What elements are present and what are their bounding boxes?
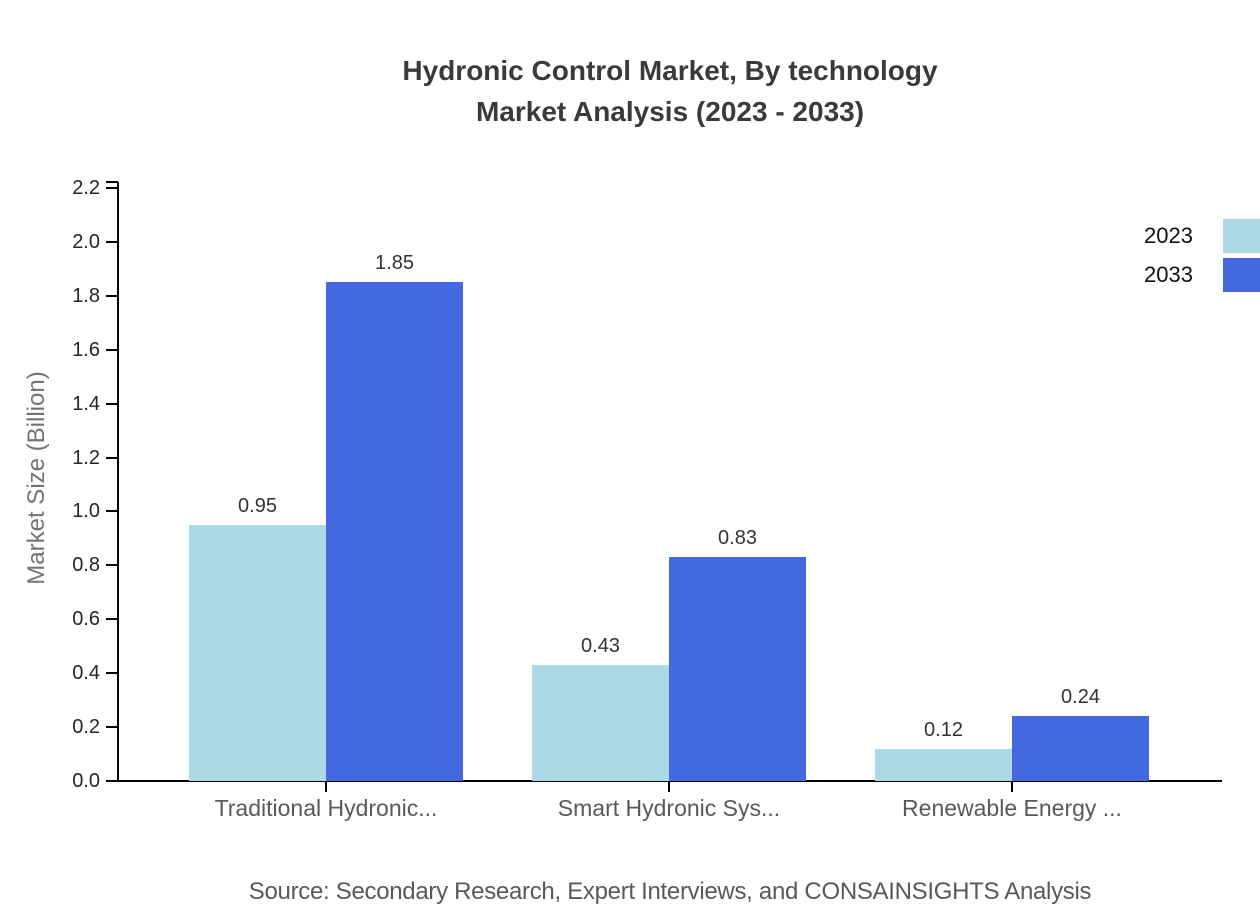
y-tick-label: 0.6	[72, 608, 100, 631]
y-tick	[106, 187, 118, 189]
y-tick-label: 2.0	[72, 230, 100, 253]
bar-2033	[326, 282, 463, 781]
y-tick-label: 1.2	[72, 446, 100, 469]
y-tick-label: 1.0	[72, 500, 100, 523]
category-label: Smart Hydronic Sys...	[557, 795, 781, 821]
y-tick-label: 0.4	[72, 662, 100, 685]
value-label: 0.43	[581, 635, 620, 657]
y-tick-label: 0.8	[72, 554, 100, 577]
y-tick	[106, 456, 118, 459]
y-tick	[106, 726, 118, 729]
legend-item-2023: 2023	[1138, 219, 1260, 253]
bar-2033	[669, 557, 806, 781]
y-tick	[106, 294, 118, 297]
y-tick-label: 1.4	[72, 392, 100, 415]
bar-2023	[532, 665, 669, 781]
value-label: 0.83	[718, 527, 757, 549]
legend-swatch	[1223, 258, 1260, 292]
y-tick-label: 2.2	[72, 177, 100, 199]
y-tick	[106, 348, 118, 351]
y-axis-cap	[106, 181, 118, 183]
bar-2023	[189, 525, 326, 781]
y-tick	[106, 618, 118, 621]
y-tick-label: 0.2	[72, 716, 100, 739]
y-axis-title: Market Size (Billion)	[23, 371, 50, 585]
y-tick	[106, 672, 118, 675]
x-tick	[668, 781, 670, 792]
x-tick	[325, 781, 327, 792]
y-tick	[106, 402, 118, 405]
y-tick	[106, 510, 118, 513]
y-tick-label: 1.6	[72, 338, 100, 361]
value-label: 0.12	[924, 719, 963, 741]
y-tick-label: 1.8	[72, 284, 100, 307]
bar-2033	[1012, 716, 1149, 781]
chart-title-line1: Hydronic Control Market, By technology	[402, 55, 938, 86]
y-tick	[106, 564, 118, 567]
y-tick	[106, 780, 118, 782]
value-label: 0.24	[1061, 686, 1100, 708]
x-tick	[1011, 781, 1013, 792]
legend-label: 2023	[1144, 223, 1193, 248]
category-label: Traditional Hydronic...	[214, 795, 438, 821]
y-axis	[117, 182, 119, 782]
legend-item-2033: 2033	[1138, 258, 1260, 292]
legend-swatch	[1223, 219, 1260, 253]
value-label: 0.95	[238, 495, 277, 517]
y-tick	[106, 240, 118, 243]
y-tick-label: 0.0	[72, 770, 100, 792]
chart-title-line2: Market Analysis (2023 - 2033)	[475, 96, 865, 127]
legend: 2023 2033	[1138, 219, 1260, 297]
value-label: 1.85	[375, 252, 414, 274]
chart-title: Hydronic Control Market, By technology M…	[118, 50, 1222, 132]
category-label: Renewable Energy ...	[902, 795, 1122, 821]
source-note: Source: Secondary Research, Expert Inter…	[248, 878, 1092, 905]
legend-label: 2033	[1144, 262, 1193, 287]
bar-2023	[875, 749, 1012, 781]
